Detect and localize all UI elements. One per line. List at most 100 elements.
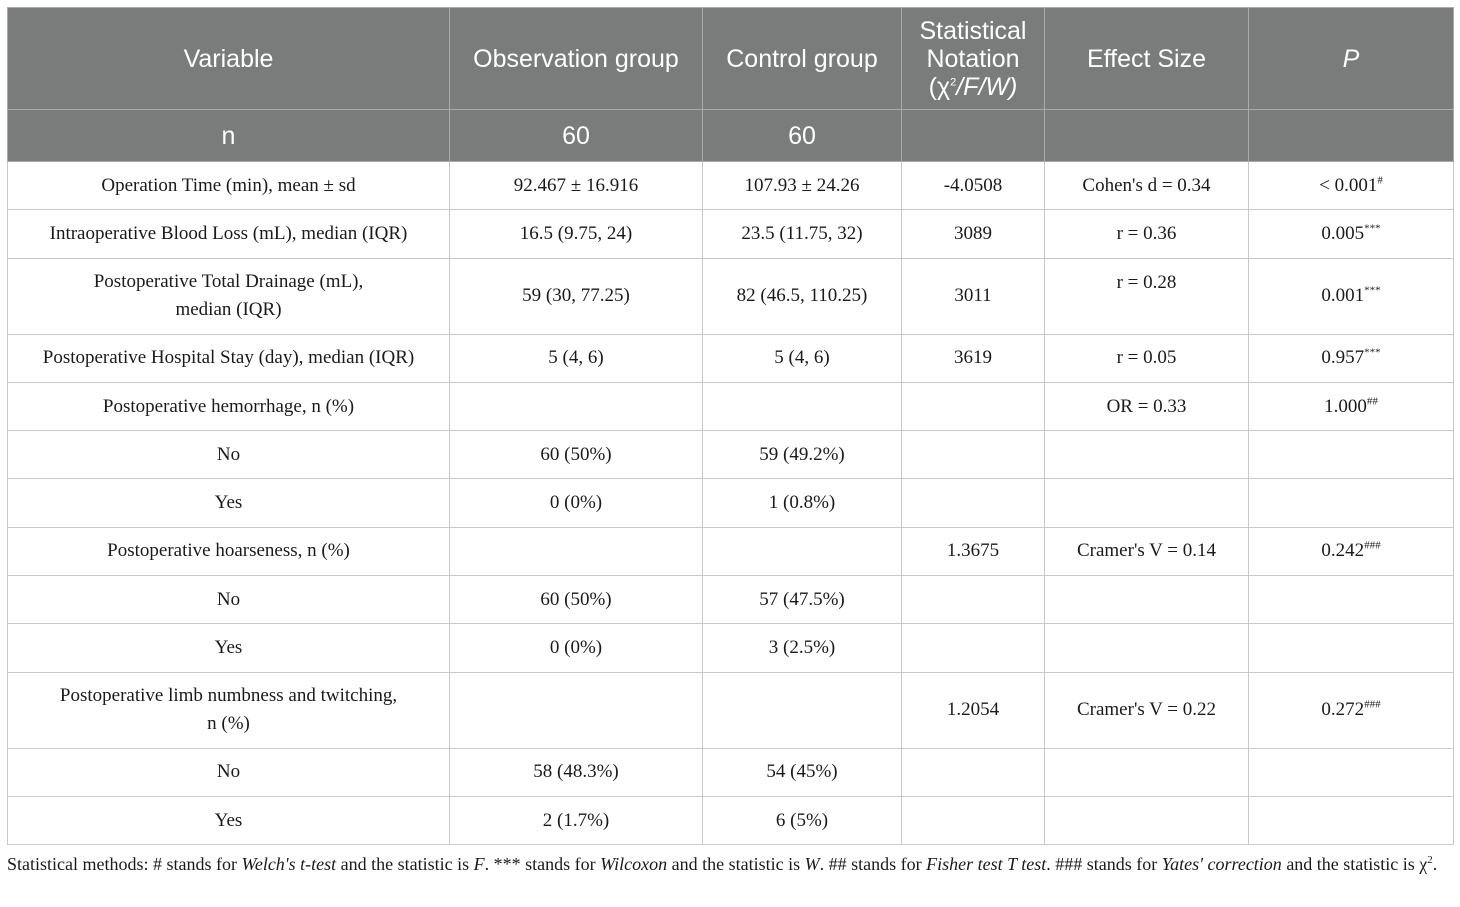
- table-row: No 60 (50%) 57 (47.5%): [7, 575, 1454, 625]
- cell-p-value: [1248, 623, 1454, 673]
- cell-effect-size: r = 0.36: [1044, 209, 1249, 259]
- cell-statistic: 1.3675: [901, 526, 1045, 577]
- n-empty: [901, 109, 1045, 162]
- cell-observation: 16.5 (9.75, 24): [449, 209, 703, 259]
- cell-statistic: [901, 575, 1045, 625]
- header-control-group: Control group: [702, 7, 902, 110]
- cell-variable: Postoperative limb numbness and twitchin…: [7, 671, 450, 749]
- cell-effect-size: [1044, 575, 1249, 625]
- cell-statistic: 1.2054: [901, 671, 1045, 749]
- cell-effect-size: [1044, 623, 1249, 673]
- n-empty: [1248, 109, 1454, 162]
- cell-control: 82 (46.5, 110.25): [702, 257, 902, 335]
- results-table: Variable Observation group Control group…: [7, 7, 1454, 846]
- cell-variable: Intraoperative Blood Loss (mL), median (…: [7, 209, 450, 259]
- cell-statistic: [901, 430, 1045, 480]
- cell-observation: 60 (50%): [449, 430, 703, 480]
- cell-observation: 2 (1.7%): [449, 795, 703, 846]
- cell-observation: [449, 526, 703, 577]
- header-effect-size: Effect Size: [1044, 7, 1249, 110]
- cell-p-value: 0.005***: [1248, 209, 1454, 259]
- header-p-value: P: [1248, 7, 1454, 110]
- cell-statistic: [901, 795, 1045, 846]
- table-row: Postoperative limb numbness and twitchin…: [7, 671, 1454, 749]
- cell-p-value: [1248, 747, 1454, 797]
- cell-p-value: 0.242###: [1248, 526, 1454, 577]
- cell-p-value: [1248, 430, 1454, 480]
- cell-effect-size: r = 0.05: [1044, 333, 1249, 383]
- cell-statistic: [901, 623, 1045, 673]
- cell-p-value: [1248, 575, 1454, 625]
- cell-observation: 0 (0%): [449, 623, 703, 673]
- cell-variable: No: [7, 575, 450, 625]
- n-control: 60: [702, 109, 902, 162]
- header-row: Variable Observation group Control group…: [7, 7, 1454, 110]
- cell-control: 57 (47.5%): [702, 575, 902, 625]
- cell-statistic: -4.0508: [901, 160, 1045, 211]
- header-variable: Variable: [7, 7, 450, 110]
- cell-variable: Postoperative Total Drainage (mL), median…: [7, 257, 450, 335]
- cell-effect-size: [1044, 747, 1249, 797]
- cell-statistic: [901, 381, 1045, 432]
- n-observation: 60: [449, 109, 703, 162]
- header-statistical-line3: (χ2/F/W): [928, 72, 1018, 101]
- cell-observation: [449, 381, 703, 432]
- cell-effect-size: [1044, 478, 1249, 528]
- cell-control: 3 (2.5%): [702, 623, 902, 673]
- cell-control: 23.5 (11.75, 32): [702, 209, 902, 259]
- cell-p-value: [1248, 478, 1454, 528]
- header-statistical-notation: Statistical Notation (χ2/F/W): [901, 7, 1045, 110]
- table-row: Postoperative Total Drainage (mL), median…: [7, 257, 1454, 335]
- n-row: n 60 60: [7, 109, 1454, 162]
- cell-observation: 60 (50%): [449, 575, 703, 625]
- table-row: Yes 0 (0%) 1 (0.8%): [7, 478, 1454, 528]
- cell-control: 59 (49.2%): [702, 430, 902, 480]
- cell-statistic: 3089: [901, 209, 1045, 259]
- cell-variable: Yes: [7, 795, 450, 846]
- table-row: Postoperative Hospital Stay (day), media…: [7, 333, 1454, 383]
- cell-variable: No: [7, 430, 450, 480]
- cell-variable: Postoperative Hospital Stay (day), media…: [7, 333, 450, 383]
- cell-statistic: 3619: [901, 333, 1045, 383]
- cell-variable: Postoperative hoarseness, n (%): [7, 526, 450, 577]
- cell-variable: No: [7, 747, 450, 797]
- cell-control: 6 (5%): [702, 795, 902, 846]
- header-statistical-line2: Notation: [926, 44, 1020, 73]
- cell-control: 5 (4, 6): [702, 333, 902, 383]
- cell-observation: 59 (30, 77.25): [449, 257, 703, 335]
- table-row: Yes 2 (1.7%) 6 (5%): [7, 795, 1454, 846]
- cell-observation: 92.467 ± 16.916: [449, 160, 703, 211]
- cell-observation: 0 (0%): [449, 478, 703, 528]
- cell-p-value: 1.000##: [1248, 381, 1454, 432]
- cell-statistic: [901, 478, 1045, 528]
- cell-effect-size: OR = 0.33: [1044, 381, 1249, 432]
- cell-observation: 5 (4, 6): [449, 333, 703, 383]
- cell-p-value: 0.272###: [1248, 671, 1454, 749]
- cell-control: [702, 381, 902, 432]
- cell-effect-size: Cramer's V = 0.22: [1044, 671, 1249, 749]
- table-row: Intraoperative Blood Loss (mL), median (…: [7, 209, 1454, 259]
- cell-statistic: [901, 747, 1045, 797]
- cell-p-value: 0.001***: [1248, 257, 1454, 335]
- table-row: Yes 0 (0%) 3 (2.5%): [7, 623, 1454, 673]
- cell-control: 54 (45%): [702, 747, 902, 797]
- header-observation-group: Observation group: [449, 7, 703, 110]
- table-body: Operation Time (min), mean ± sd 92.467 ±…: [7, 160, 1454, 846]
- cell-observation: 58 (48.3%): [449, 747, 703, 797]
- cell-effect-size: Cramer's V = 0.14: [1044, 526, 1249, 577]
- cell-control: 107.93 ± 24.26: [702, 160, 902, 211]
- n-label: n: [7, 109, 450, 162]
- cell-effect-size: [1044, 430, 1249, 480]
- cell-variable: Yes: [7, 623, 450, 673]
- cell-statistic: 3011: [901, 257, 1045, 335]
- cell-effect-size: r = 0.28: [1044, 257, 1249, 335]
- results-table-container: Variable Observation group Control group…: [7, 7, 1454, 846]
- table-row: Postoperative hemorrhage, n (%) OR = 0.3…: [7, 381, 1454, 432]
- header-statistical-line1: Statistical: [919, 16, 1027, 45]
- cell-variable: Operation Time (min), mean ± sd: [7, 160, 450, 211]
- cell-control: [702, 526, 902, 577]
- cell-variable: Yes: [7, 478, 450, 528]
- cell-variable: Postoperative hemorrhage, n (%): [7, 381, 450, 432]
- n-empty: [1044, 109, 1249, 162]
- cell-control: [702, 671, 902, 749]
